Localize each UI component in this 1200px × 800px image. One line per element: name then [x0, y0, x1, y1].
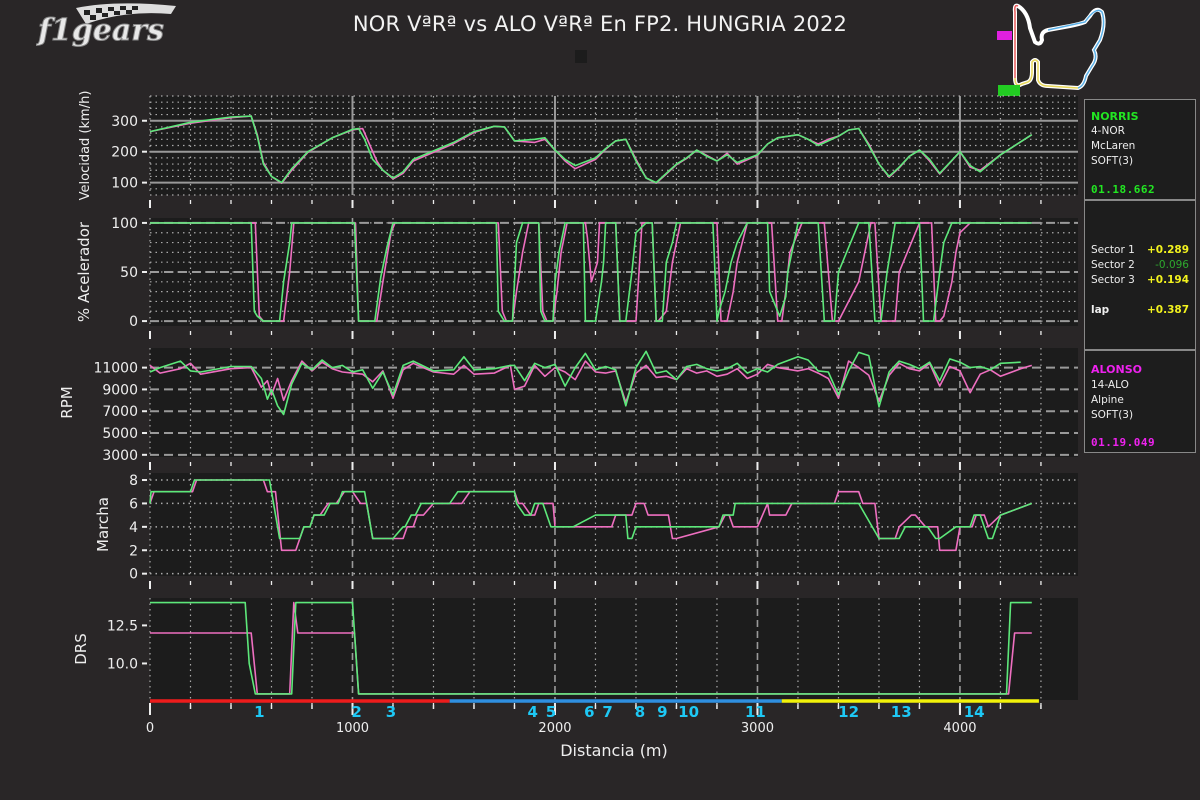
- corner-label: 6: [584, 703, 594, 721]
- corner-label: 13: [891, 703, 912, 721]
- driver2-tyre: SOFT(3): [1091, 409, 1134, 421]
- alonso-marker: [997, 31, 1012, 40]
- x-tick-label: 2000: [538, 721, 571, 736]
- y-tick-label: 7000: [102, 404, 138, 420]
- corner-label: 3: [386, 703, 396, 721]
- driver1-team: McLaren: [1091, 140, 1136, 152]
- driver1-code: 4-NOR: [1091, 125, 1125, 137]
- corner-label: 9: [657, 703, 667, 721]
- y-tick-label: 100: [111, 176, 138, 192]
- y-axis-label: RPM: [58, 386, 76, 418]
- corner-label: 7: [602, 703, 612, 721]
- y-tick-label: 50: [120, 265, 138, 281]
- corner-label: 2: [351, 703, 361, 721]
- y-tick-label: 6: [129, 496, 138, 512]
- chart-acelerador: 0 50 100 % Acelerador: [75, 216, 1078, 339]
- y-tick-label: 100: [111, 216, 138, 232]
- x-tick-label: 0: [146, 721, 154, 736]
- corner-label: 5: [546, 703, 556, 721]
- corner-label: 10: [678, 703, 699, 721]
- chart-drs: 10.0 12.5 DRS: [72, 598, 1078, 713]
- norris-marker: [998, 85, 1020, 97]
- chart-marcha: 0 2 4 6 8 Marcha: [94, 473, 1078, 589]
- y-tick-label: 2: [129, 543, 138, 559]
- driver1-name: NORRIS: [1091, 110, 1139, 123]
- y-tick-label: 5000: [102, 426, 138, 442]
- y-tick-label: 4: [129, 520, 138, 536]
- track-map: [997, 3, 1106, 97]
- chart-velocidad: 100 200 300 Velocidad (km/h): [78, 91, 1078, 208]
- driver1-laptime: 01.18.662: [1091, 183, 1156, 196]
- driver2-name: ALONSO: [1091, 363, 1142, 376]
- y-tick-label: 0: [129, 567, 138, 583]
- y-tick-label: 10.0: [107, 656, 138, 672]
- series-alo: [150, 601, 1032, 695]
- x-tick-label: 3000: [741, 721, 774, 736]
- legend-swatch: [575, 50, 587, 63]
- y-tick-label: 300: [111, 114, 138, 130]
- corner-label: 14: [964, 703, 985, 721]
- y-axis-label: DRS: [72, 633, 90, 665]
- corner-label: 12: [838, 703, 859, 721]
- chart-title: NOR VªRª vs ALO VªRª En FP2. HUNGRIA 202…: [352, 12, 848, 36]
- corner-label: 4: [527, 703, 537, 721]
- y-tick-label: 8: [129, 473, 138, 489]
- y-tick-label: 9000: [102, 382, 138, 398]
- y-tick-label: 12.5: [107, 618, 138, 634]
- x-axis-label: Distancia (m): [560, 741, 668, 760]
- x-tick-label: 4000: [943, 721, 976, 736]
- y-tick-label: 0: [129, 314, 138, 330]
- y-axis-label: Marcha: [94, 497, 112, 552]
- series-alo: [149, 479, 1033, 552]
- y-tick-label: 3000: [102, 448, 138, 464]
- series-nor: [150, 601, 1032, 695]
- svg-text:f1gears: f1gears: [36, 13, 164, 48]
- corner-label: 1: [254, 703, 264, 721]
- delta-panel: Sector 1 +0.289 Sector 2 -0.096 Sector 3…: [1084, 200, 1196, 350]
- y-tick-label: 200: [111, 145, 138, 161]
- y-tick-label: 11000: [93, 361, 138, 377]
- chart-rpm: 3000 5000 7000 9000 11000 RPM: [58, 348, 1078, 470]
- series-nor: [149, 479, 1033, 540]
- f1gears-logo: f1gears: [36, 3, 176, 49]
- y-axis-label: Velocidad (km/h): [78, 91, 93, 201]
- corner-label: 8: [635, 703, 645, 721]
- series-nor: [149, 350, 1021, 416]
- driver1-tyre: SOFT(3): [1091, 155, 1134, 167]
- corner-label: 11: [745, 703, 766, 721]
- driver1-panel: NORRIS 4-NOR McLaren SOFT(3) 01.18.662: [1084, 99, 1196, 200]
- y-axis-label: % Acelerador: [75, 221, 93, 322]
- driver2-team: Alpine: [1091, 394, 1124, 406]
- series-nor: [149, 115, 1033, 184]
- checkered-flag-icon: [76, 3, 176, 24]
- driver2-laptime: 01.19.049: [1091, 436, 1156, 449]
- driver2-code: 14-ALO: [1091, 379, 1129, 391]
- driver2-panel: ALONSO 14-ALO Alpine SOFT(3) 01.19.049: [1084, 350, 1196, 453]
- x-tick-label: 1000: [336, 721, 369, 736]
- series-nor: [150, 222, 1032, 322]
